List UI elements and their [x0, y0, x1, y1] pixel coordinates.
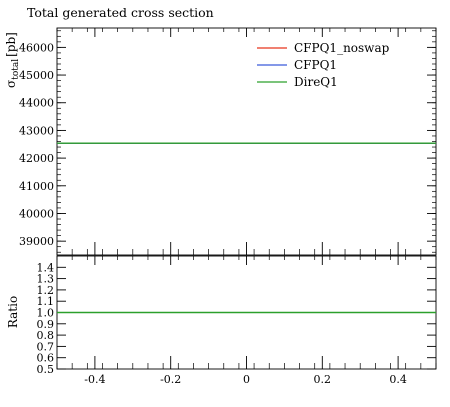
- y-tick-label: 0.7: [37, 340, 55, 353]
- x-tick-label: 0.4: [389, 373, 407, 386]
- y-tick-label: 1.1: [37, 295, 55, 308]
- legend-label: CFPQ1: [294, 41, 337, 55]
- chart-title: Total generated cross section: [27, 5, 214, 20]
- legend-label-suffix: noswap: [343, 41, 390, 55]
- y-tick-label: 40000: [19, 207, 54, 220]
- x-tick-label: -0.2: [160, 373, 181, 386]
- y-tick-label: 1.4: [37, 261, 55, 274]
- y-unit: [pb]: [4, 32, 18, 57]
- y-tick-label: 0.6: [37, 352, 55, 365]
- legend-entry: DireQ1: [294, 75, 338, 89]
- y-tick-label: 45000: [19, 69, 54, 82]
- y-tick-label: 39000: [19, 235, 54, 248]
- main-panel: 39000 40000 41000 42000 43000 44000 45000 46000: [19, 27, 437, 256]
- y-tick-label: 43000: [19, 124, 54, 137]
- main-y-axis-label: σtotal [pb]: [4, 32, 21, 88]
- legend-label-separator: _: [337, 41, 343, 55]
- y-tick-label: 1.3: [37, 273, 55, 286]
- y-tick-label: 1.0: [37, 307, 55, 320]
- y-tick-label: 46000: [19, 41, 54, 54]
- panel-frame: [56, 27, 437, 256]
- sigma-subscript: total: [11, 59, 21, 80]
- x-tick-label: 0.2: [314, 373, 332, 386]
- legend-entry: CFPQ1: [294, 58, 337, 72]
- y-tick-label: 42000: [19, 152, 54, 165]
- legend-entry: CFPQ1_noswap: [294, 41, 390, 55]
- sigma-symbol: σ: [4, 80, 18, 88]
- legend-label: CFPQ1: [294, 58, 337, 72]
- y-tick-label: 0.5: [37, 363, 55, 376]
- x-tick-label: -0.4: [84, 373, 105, 386]
- y-tick-label: 0.8: [37, 329, 55, 342]
- y-tick-label: 41000: [19, 180, 54, 193]
- y-tick-label: 0.9: [37, 318, 55, 331]
- y-tick-label: 1.2: [37, 284, 55, 297]
- ratio-panel: 0.50.60.70.80.91.01.11.21.31.4 -0.4 -0.2 0 0…: [37, 255, 437, 386]
- y-tick-label: 44000: [19, 97, 54, 110]
- ratio-y-axis-label: Ratio: [6, 296, 20, 328]
- x-tick-label: 0: [243, 373, 250, 386]
- legend-label: DireQ1: [294, 75, 338, 89]
